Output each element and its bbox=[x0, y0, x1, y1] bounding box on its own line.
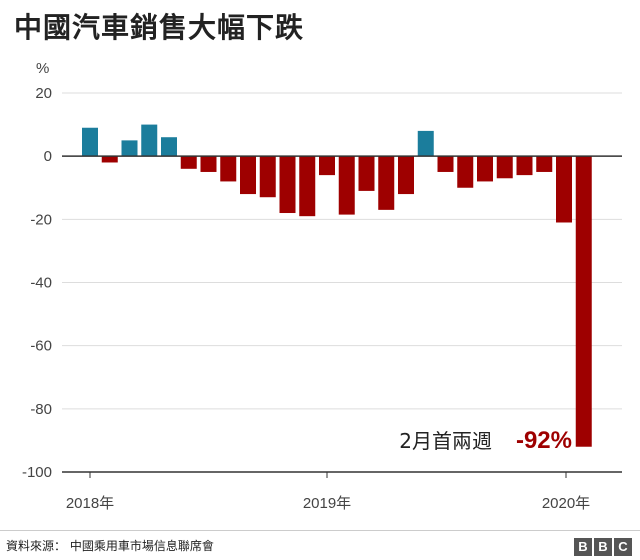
bar bbox=[358, 156, 375, 191]
bar bbox=[496, 156, 513, 179]
bar bbox=[417, 130, 434, 157]
bar bbox=[536, 156, 553, 172]
bar bbox=[398, 156, 414, 195]
chart-title: 中國汽車銷售大幅下跌 bbox=[14, 11, 305, 44]
bar bbox=[516, 156, 533, 176]
bar bbox=[141, 124, 158, 157]
bar bbox=[240, 156, 256, 195]
bar bbox=[437, 156, 454, 172]
bar bbox=[82, 127, 98, 157]
y-tick-label: -60 bbox=[30, 338, 52, 355]
x-tick-label: 2018年 bbox=[66, 495, 114, 512]
bar bbox=[101, 156, 118, 163]
bar bbox=[259, 156, 276, 198]
logo-letter-c: C bbox=[614, 538, 632, 556]
bar bbox=[161, 137, 177, 157]
y-tick-label: -80 bbox=[30, 401, 52, 418]
bar bbox=[279, 156, 296, 214]
y-tick-label: -40 bbox=[30, 275, 52, 292]
bar bbox=[121, 140, 138, 157]
x-tick-label: 2020年 bbox=[542, 495, 590, 512]
bar-chart: % 20 0 -20 -40 -60 -80 -100 2018年 2019年 2020年 2月首兩週… bbox=[22, 60, 622, 512]
footer-divider bbox=[0, 530, 640, 531]
callout-label: 2月首兩週 bbox=[399, 429, 492, 453]
bar bbox=[457, 156, 474, 188]
logo-letter-b2: B bbox=[594, 538, 612, 556]
x-tick-label: 2019年 bbox=[303, 495, 351, 512]
bar bbox=[575, 156, 592, 447]
bar bbox=[477, 156, 493, 182]
y-tick-label: 0 bbox=[44, 148, 52, 165]
y-tick-label: -20 bbox=[30, 211, 52, 228]
bar bbox=[319, 156, 335, 176]
bar bbox=[180, 156, 197, 169]
bar bbox=[200, 156, 217, 172]
y-tick-label: 20 bbox=[35, 85, 52, 102]
y-axis-unit: % bbox=[36, 60, 49, 77]
logo-letter-b1: B bbox=[574, 538, 592, 556]
source-text: 資料來源： 中國乘用車市場信息聯席會 bbox=[6, 539, 214, 553]
bar bbox=[338, 156, 355, 215]
bar bbox=[378, 156, 395, 210]
bar bbox=[220, 156, 237, 182]
bar bbox=[299, 156, 316, 217]
bbc-logo: B B C bbox=[574, 538, 632, 556]
y-tick-label: -100 bbox=[22, 464, 52, 481]
callout-value: -92% bbox=[516, 427, 572, 454]
bar bbox=[556, 156, 572, 223]
